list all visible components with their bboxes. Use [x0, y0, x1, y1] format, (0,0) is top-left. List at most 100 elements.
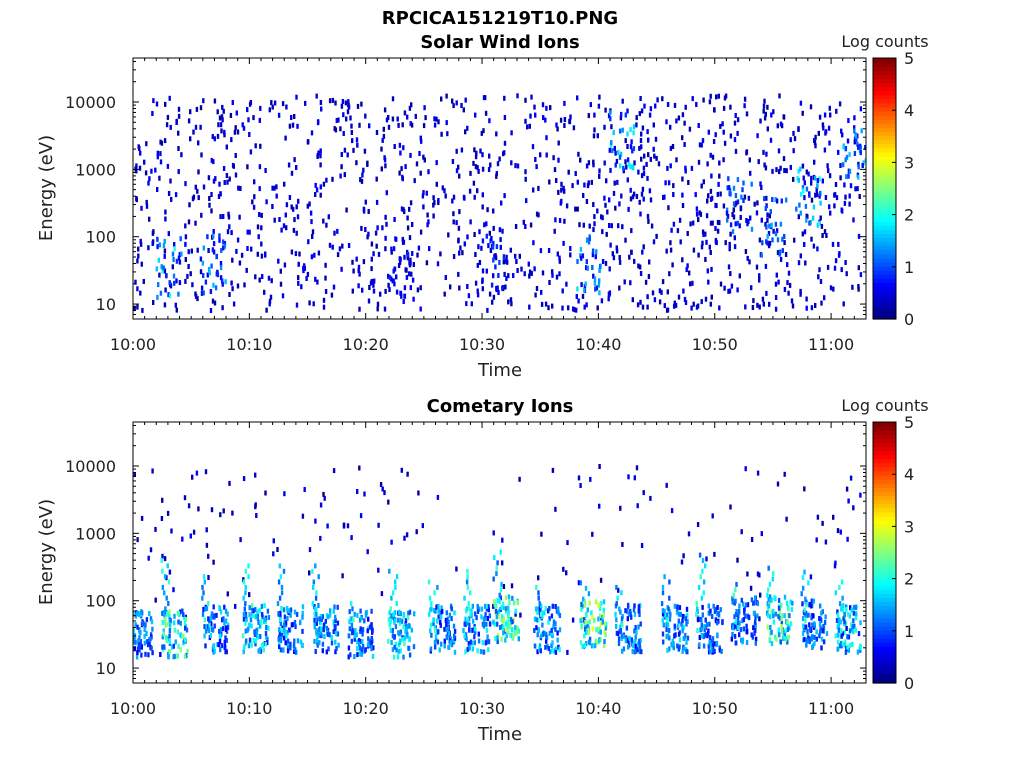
count-cell	[616, 179, 619, 185]
count-cell	[488, 613, 491, 619]
count-cell	[764, 165, 768, 171]
count-cell	[296, 214, 300, 220]
x-tick-label: 10:00	[110, 335, 156, 354]
count-cell	[838, 617, 841, 623]
count-cell	[538, 601, 541, 607]
colorbar-segment	[873, 221, 896, 226]
count-cell	[853, 151, 857, 156]
count-cell	[819, 616, 822, 622]
count-cell	[726, 217, 729, 223]
count-cell	[824, 614, 827, 620]
count-cell	[266, 640, 269, 646]
count-cell	[779, 165, 782, 171]
count-cell	[688, 270, 691, 276]
count-cell	[633, 160, 636, 166]
count-cell	[445, 93, 448, 99]
count-cell	[646, 294, 649, 300]
count-cell	[317, 574, 320, 580]
count-cell	[665, 248, 668, 254]
count-cell	[577, 298, 580, 304]
count-cell	[818, 629, 822, 635]
count-cell	[840, 267, 843, 273]
count-cell	[633, 649, 636, 655]
count-cell	[550, 643, 553, 649]
count-cell	[244, 601, 247, 607]
count-cell	[602, 643, 606, 649]
count-cell	[847, 118, 850, 123]
count-cell	[683, 614, 686, 620]
count-cell	[734, 612, 738, 617]
count-cell	[155, 266, 158, 272]
count-cell	[358, 629, 362, 635]
count-cell	[787, 606, 790, 612]
count-cell	[216, 272, 220, 278]
count-cell	[722, 157, 725, 163]
count-cell	[253, 194, 256, 200]
count-cell	[327, 646, 330, 652]
count-cell	[627, 206, 630, 212]
count-cell	[500, 605, 503, 610]
count-cell	[537, 212, 540, 218]
count-cell	[506, 613, 510, 619]
count-cell	[204, 469, 208, 475]
colorbar-segment	[873, 487, 896, 492]
count-cell	[403, 535, 406, 541]
count-cell	[718, 305, 721, 311]
count-cell	[282, 568, 286, 574]
count-cell	[348, 619, 351, 625]
count-cell	[511, 627, 514, 633]
count-cell	[210, 507, 214, 513]
count-cell	[469, 170, 472, 176]
count-cell	[496, 635, 499, 641]
count-cell	[254, 607, 257, 613]
count-cell	[787, 634, 790, 640]
count-cell	[630, 614, 633, 620]
count-cell	[209, 616, 212, 622]
count-cell	[717, 181, 720, 187]
count-cell	[647, 274, 651, 279]
count-cell	[155, 101, 159, 107]
count-cell	[781, 248, 784, 254]
count-cell	[766, 624, 769, 630]
count-cell	[767, 587, 770, 593]
count-cell	[509, 616, 513, 622]
count-cell	[783, 286, 787, 292]
count-cell	[446, 131, 449, 137]
count-cell	[731, 631, 734, 637]
count-cell	[426, 212, 429, 218]
count-cell	[139, 241, 143, 247]
count-cell	[681, 176, 684, 182]
count-cell	[264, 617, 267, 623]
count-cell	[548, 616, 551, 622]
count-cell	[743, 103, 746, 109]
count-cell	[435, 116, 438, 122]
count-cell	[767, 596, 770, 602]
count-cell	[225, 144, 228, 150]
count-cell	[352, 268, 355, 274]
count-cell	[485, 639, 488, 645]
count-cell	[398, 631, 401, 637]
count-cell	[184, 181, 187, 187]
count-cell	[673, 300, 676, 306]
count-cell	[440, 131, 443, 137]
count-cell	[677, 618, 680, 624]
count-cell	[320, 633, 323, 639]
colorbar-tick-label: 2	[904, 206, 914, 225]
count-cell	[364, 113, 367, 119]
count-cell	[230, 280, 233, 286]
count-cell	[289, 645, 292, 651]
count-cell	[319, 620, 322, 625]
count-cell	[608, 197, 611, 203]
count-cell	[200, 285, 204, 291]
count-cell	[412, 262, 415, 267]
count-cell	[673, 303, 676, 309]
count-cell	[789, 164, 792, 170]
count-cell	[580, 282, 583, 288]
count-cell	[295, 230, 298, 236]
count-cell	[734, 598, 737, 604]
count-cell	[433, 122, 437, 128]
colorbar-segment	[873, 204, 896, 210]
count-cell	[335, 645, 338, 651]
count-cell	[781, 236, 784, 242]
count-cell	[754, 595, 757, 601]
